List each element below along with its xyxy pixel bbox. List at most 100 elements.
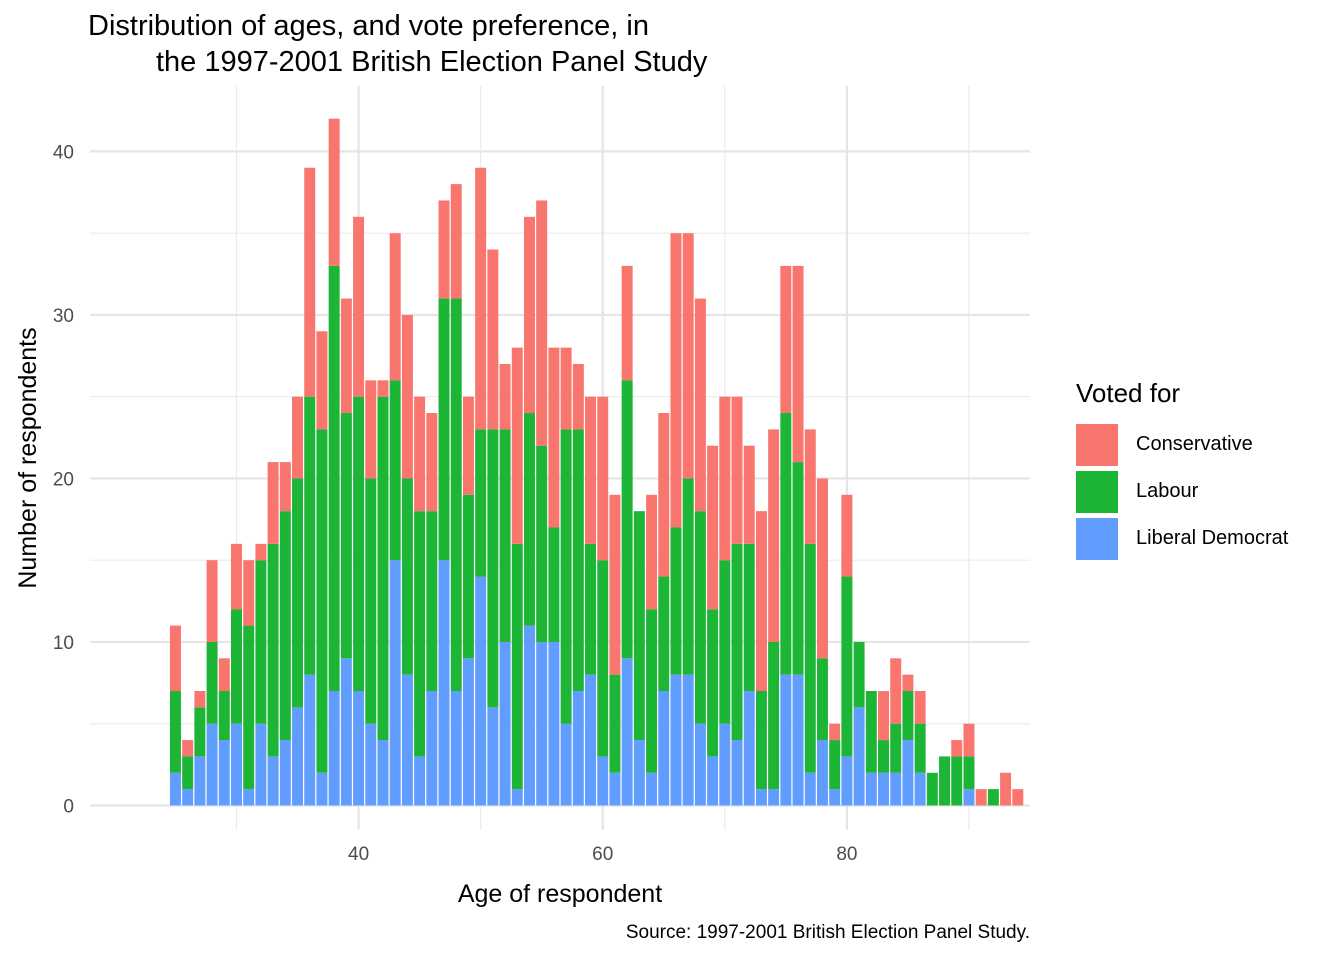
- bar-liberal-democrat-age-52: [499, 641, 511, 806]
- bar-labour-age-89: [951, 756, 963, 806]
- bar-conservative-age-91: [975, 789, 987, 806]
- bar-liberal-democrat-age-28: [206, 723, 218, 806]
- bar-labour-age-56: [548, 527, 560, 642]
- bar-conservative-age-47: [438, 200, 450, 299]
- bar-liberal-democrat-age-51: [487, 707, 499, 806]
- bar-liberal-democrat-age-90: [963, 789, 975, 806]
- bar-labour-age-43: [389, 380, 401, 561]
- bar-labour-age-27: [194, 707, 206, 757]
- bar-labour-age-67: [682, 478, 694, 675]
- chart-title-line-2: the 1997-2001 British Election Panel Stu…: [156, 46, 708, 78]
- bar-labour-age-36: [304, 396, 316, 675]
- bar-liberal-democrat-age-44: [401, 674, 413, 806]
- bar-conservative-age-64: [646, 494, 658, 610]
- bar-liberal-democrat-age-31: [243, 789, 255, 806]
- bar-liberal-democrat-age-30: [231, 723, 242, 806]
- bar-conservative-age-39: [340, 298, 352, 414]
- bar-liberal-democrat-age-46: [426, 691, 438, 806]
- bar-labour-age-46: [426, 511, 438, 692]
- legend-item-conservative: Conservative: [1076, 421, 1288, 468]
- bar-labour-age-58: [572, 429, 584, 692]
- bar-conservative-age-45: [414, 396, 426, 512]
- bar-conservative-age-78: [816, 478, 828, 659]
- bar-liberal-democrat-age-58: [572, 691, 584, 806]
- legend-label-labour: Labour: [1136, 480, 1199, 502]
- bar-liberal-democrat-age-60: [597, 756, 609, 806]
- bar-liberal-democrat-age-25: [169, 772, 181, 806]
- bar-liberal-democrat-age-37: [316, 772, 328, 806]
- bar-liberal-democrat-age-80: [841, 756, 853, 806]
- bar-labour-age-90: [963, 756, 975, 790]
- bar-liberal-democrat-age-57: [560, 723, 572, 806]
- bar-conservative-age-50: [475, 167, 487, 430]
- bar-conservative-age-58: [572, 363, 584, 430]
- bar-labour-age-85: [902, 691, 914, 741]
- bar-labour-age-88: [939, 756, 951, 806]
- bar-liberal-democrat-age-27: [194, 756, 206, 806]
- bar-liberal-democrat-age-50: [475, 576, 487, 806]
- bar-labour-age-71: [731, 543, 743, 741]
- bar-labour-age-38: [328, 265, 340, 692]
- bar-labour-age-72: [743, 543, 755, 692]
- bar-liberal-democrat-age-64: [646, 772, 658, 806]
- y-tick-label: 40: [53, 142, 74, 163]
- bar-liberal-democrat-age-32: [255, 723, 267, 806]
- bar-labour-age-65: [658, 576, 670, 692]
- bar-conservative-age-60: [597, 396, 609, 561]
- bar-labour-age-51: [487, 429, 499, 708]
- bar-labour-age-29: [218, 691, 230, 741]
- bar-conservative-age-90: [963, 723, 975, 757]
- bar-conservative-age-52: [499, 363, 511, 430]
- legend-key-labour: [1076, 470, 1118, 513]
- bar-labour-age-70: [719, 560, 731, 724]
- bar-labour-age-52: [499, 429, 511, 642]
- bar-labour-age-42: [377, 396, 389, 741]
- bar-conservative-age-57: [560, 347, 572, 430]
- bar-conservative-age-37: [316, 331, 328, 430]
- bar-conservative-age-89: [951, 740, 963, 757]
- bar-liberal-democrat-age-59: [585, 674, 597, 806]
- bar-conservative-age-85: [902, 674, 914, 692]
- bar-conservative-age-29: [218, 658, 230, 692]
- bar-conservative-age-43: [389, 233, 401, 381]
- bar-liberal-democrat-age-82: [865, 772, 877, 806]
- bar-labour-age-86: [914, 723, 926, 773]
- bar-liberal-democrat-age-68: [694, 723, 706, 806]
- bar-conservative-age-59: [585, 396, 597, 544]
- y-axis-title: Number of respondents: [14, 327, 42, 588]
- legend: Voted for Conservative Labour Liberal Demo…: [1076, 378, 1288, 562]
- bar-labour-age-31: [243, 625, 255, 790]
- bar-conservative-age-30: [231, 543, 242, 610]
- bar-liberal-democrat-age-85: [902, 740, 914, 806]
- bar-labour-age-57: [560, 429, 572, 724]
- bar-labour-age-37: [316, 429, 328, 773]
- bar-labour-age-79: [829, 740, 841, 790]
- bar-liberal-democrat-age-74: [768, 789, 780, 806]
- bar-conservative-age-62: [621, 265, 633, 381]
- legend-item-labour: Labour: [1076, 468, 1288, 515]
- bar-labour-age-34: [279, 511, 291, 741]
- bar-labour-age-81: [853, 641, 865, 708]
- bar-labour-age-35: [292, 478, 304, 708]
- bar-labour-age-62: [621, 380, 633, 659]
- bar-labour-age-48: [450, 298, 462, 692]
- bar-liberal-democrat-age-40: [353, 691, 365, 806]
- bar-labour-age-59: [585, 543, 597, 675]
- bar-conservative-age-66: [670, 233, 682, 528]
- bar-labour-age-64: [646, 609, 658, 773]
- x-tick-label: 80: [836, 844, 857, 865]
- legend-key-liberal-democrat: [1076, 517, 1118, 560]
- bar-labour-age-78: [816, 658, 828, 741]
- bar-conservative-age-36: [304, 167, 316, 397]
- bar-liberal-democrat-age-76: [792, 674, 804, 806]
- bar-labour-age-33: [267, 543, 279, 757]
- bar-labour-age-55: [536, 445, 548, 642]
- legend-key-conservative: [1076, 423, 1118, 466]
- bar-labour-age-82: [865, 691, 877, 773]
- bar-conservative-age-73: [755, 511, 767, 692]
- bar-liberal-democrat-age-63: [633, 740, 645, 806]
- x-axis-title: Age of respondent: [458, 880, 662, 908]
- bar-labour-age-83: [878, 740, 889, 773]
- bar-labour-age-77: [804, 543, 816, 773]
- bar-labour-age-32: [255, 560, 267, 724]
